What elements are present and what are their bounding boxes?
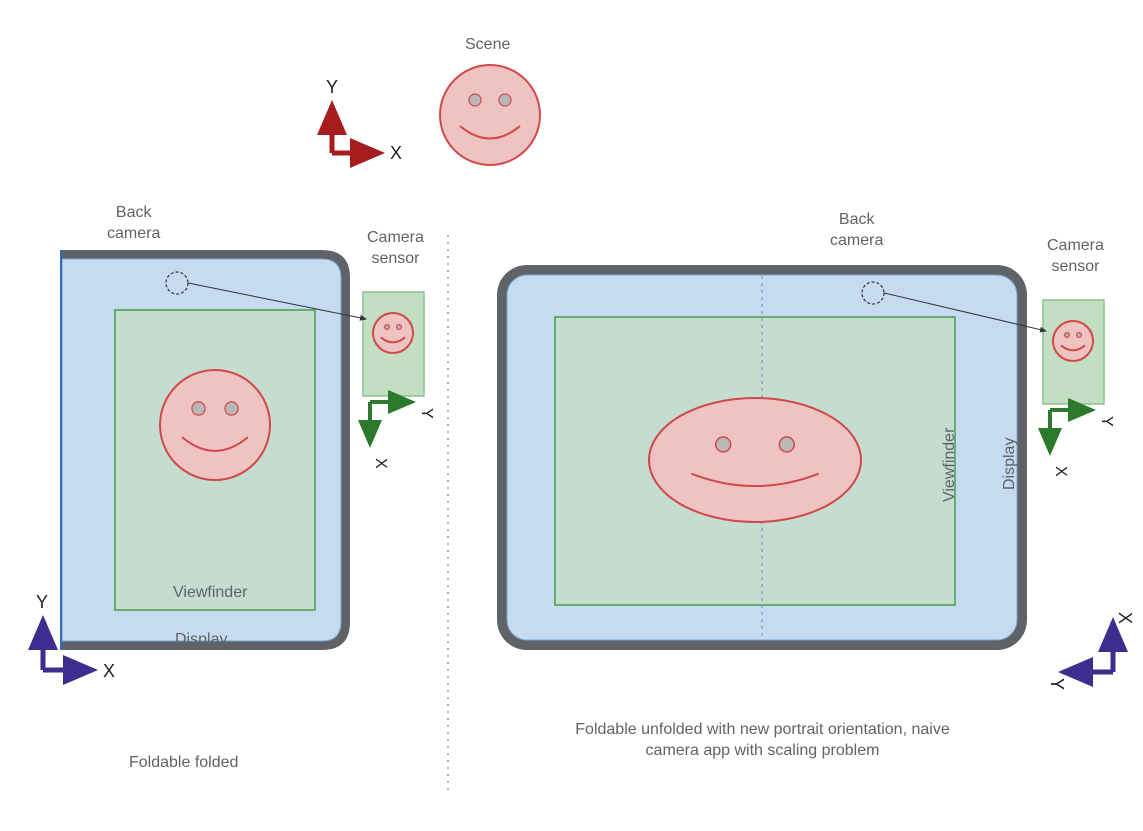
display-axis-right: XY <box>1047 612 1135 690</box>
caption-left: Foldable folded <box>129 753 238 774</box>
camera-sensor-label-right: Camerasensor <box>1047 236 1104 278</box>
camera-sensor-label-left: Camerasensor <box>367 228 424 270</box>
svg-text:X: X <box>1052 466 1069 477</box>
svg-text:X: X <box>1115 612 1135 624</box>
sensor-face-left <box>373 313 413 353</box>
sensor-axis-left: XY <box>370 402 435 469</box>
svg-text:Y: Y <box>1098 416 1115 427</box>
sensor-axis-right: XY <box>1050 410 1115 477</box>
svg-text:X: X <box>390 143 402 163</box>
caption-right: Foldable unfolded with new portrait orie… <box>575 720 950 762</box>
svg-text:Y: Y <box>36 592 48 612</box>
svg-text:Y: Y <box>1047 678 1067 690</box>
scene-label: Scene <box>465 35 510 56</box>
scene-face-icon <box>440 65 540 165</box>
viewfinder-face-left <box>160 370 270 480</box>
display-label-right: Display <box>1000 438 1021 490</box>
svg-text:Y: Y <box>326 77 338 97</box>
display-label-left: Display <box>175 630 227 651</box>
svg-text:X: X <box>103 661 115 681</box>
viewfinder-label-right: Viewfinder <box>940 428 961 502</box>
back-camera-label-right: Backcamera <box>830 210 883 252</box>
svg-text:Y: Y <box>418 408 435 419</box>
scene-axis: XY <box>326 77 402 163</box>
back-camera-label-left: Backcamera <box>107 203 160 245</box>
viewfinder-face-right <box>649 398 861 522</box>
viewfinder-label-left: Viewfinder <box>173 583 247 604</box>
svg-text:X: X <box>372 458 389 469</box>
sensor-face-right <box>1053 321 1093 361</box>
